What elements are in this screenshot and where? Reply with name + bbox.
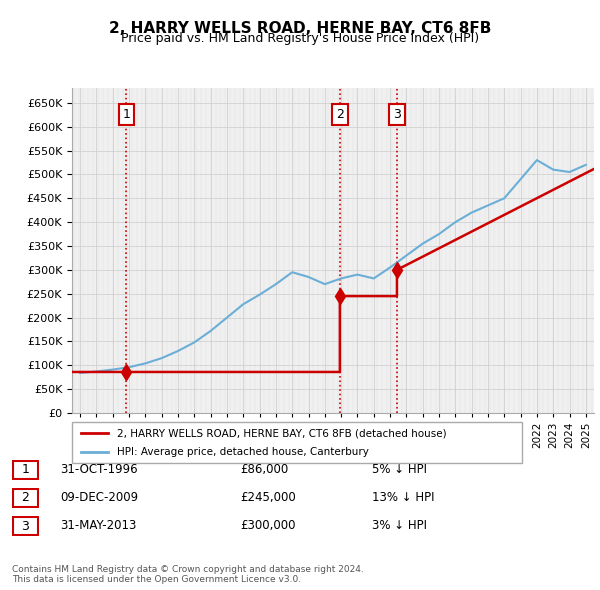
Text: 2, HARRY WELLS ROAD, HERNE BAY, CT6 8FB: 2, HARRY WELLS ROAD, HERNE BAY, CT6 8FB — [109, 21, 491, 35]
Text: £300,000: £300,000 — [240, 519, 296, 532]
Text: 2: 2 — [22, 491, 29, 504]
Text: Price paid vs. HM Land Registry's House Price Index (HPI): Price paid vs. HM Land Registry's House … — [121, 32, 479, 45]
Text: £245,000: £245,000 — [240, 491, 296, 504]
FancyBboxPatch shape — [72, 422, 522, 463]
Text: 5% ↓ HPI: 5% ↓ HPI — [372, 463, 427, 476]
Text: 1: 1 — [122, 108, 130, 121]
Text: 3: 3 — [22, 520, 29, 533]
Text: 2, HARRY WELLS ROAD, HERNE BAY, CT6 8FB (detached house): 2, HARRY WELLS ROAD, HERNE BAY, CT6 8FB … — [117, 428, 446, 438]
Text: 3% ↓ HPI: 3% ↓ HPI — [372, 519, 427, 532]
FancyBboxPatch shape — [13, 461, 38, 478]
Text: 09-DEC-2009: 09-DEC-2009 — [60, 491, 138, 504]
Text: 2: 2 — [336, 108, 344, 121]
Text: Contains HM Land Registry data © Crown copyright and database right 2024.
This d: Contains HM Land Registry data © Crown c… — [12, 565, 364, 584]
Text: 31-OCT-1996: 31-OCT-1996 — [60, 463, 137, 476]
Text: 13% ↓ HPI: 13% ↓ HPI — [372, 491, 434, 504]
FancyBboxPatch shape — [13, 489, 38, 507]
Text: £86,000: £86,000 — [240, 463, 288, 476]
Text: HPI: Average price, detached house, Canterbury: HPI: Average price, detached house, Cant… — [117, 447, 369, 457]
Text: 3: 3 — [393, 108, 401, 121]
Text: 31-MAY-2013: 31-MAY-2013 — [60, 519, 136, 532]
FancyBboxPatch shape — [13, 517, 38, 535]
Text: 1: 1 — [22, 463, 29, 476]
